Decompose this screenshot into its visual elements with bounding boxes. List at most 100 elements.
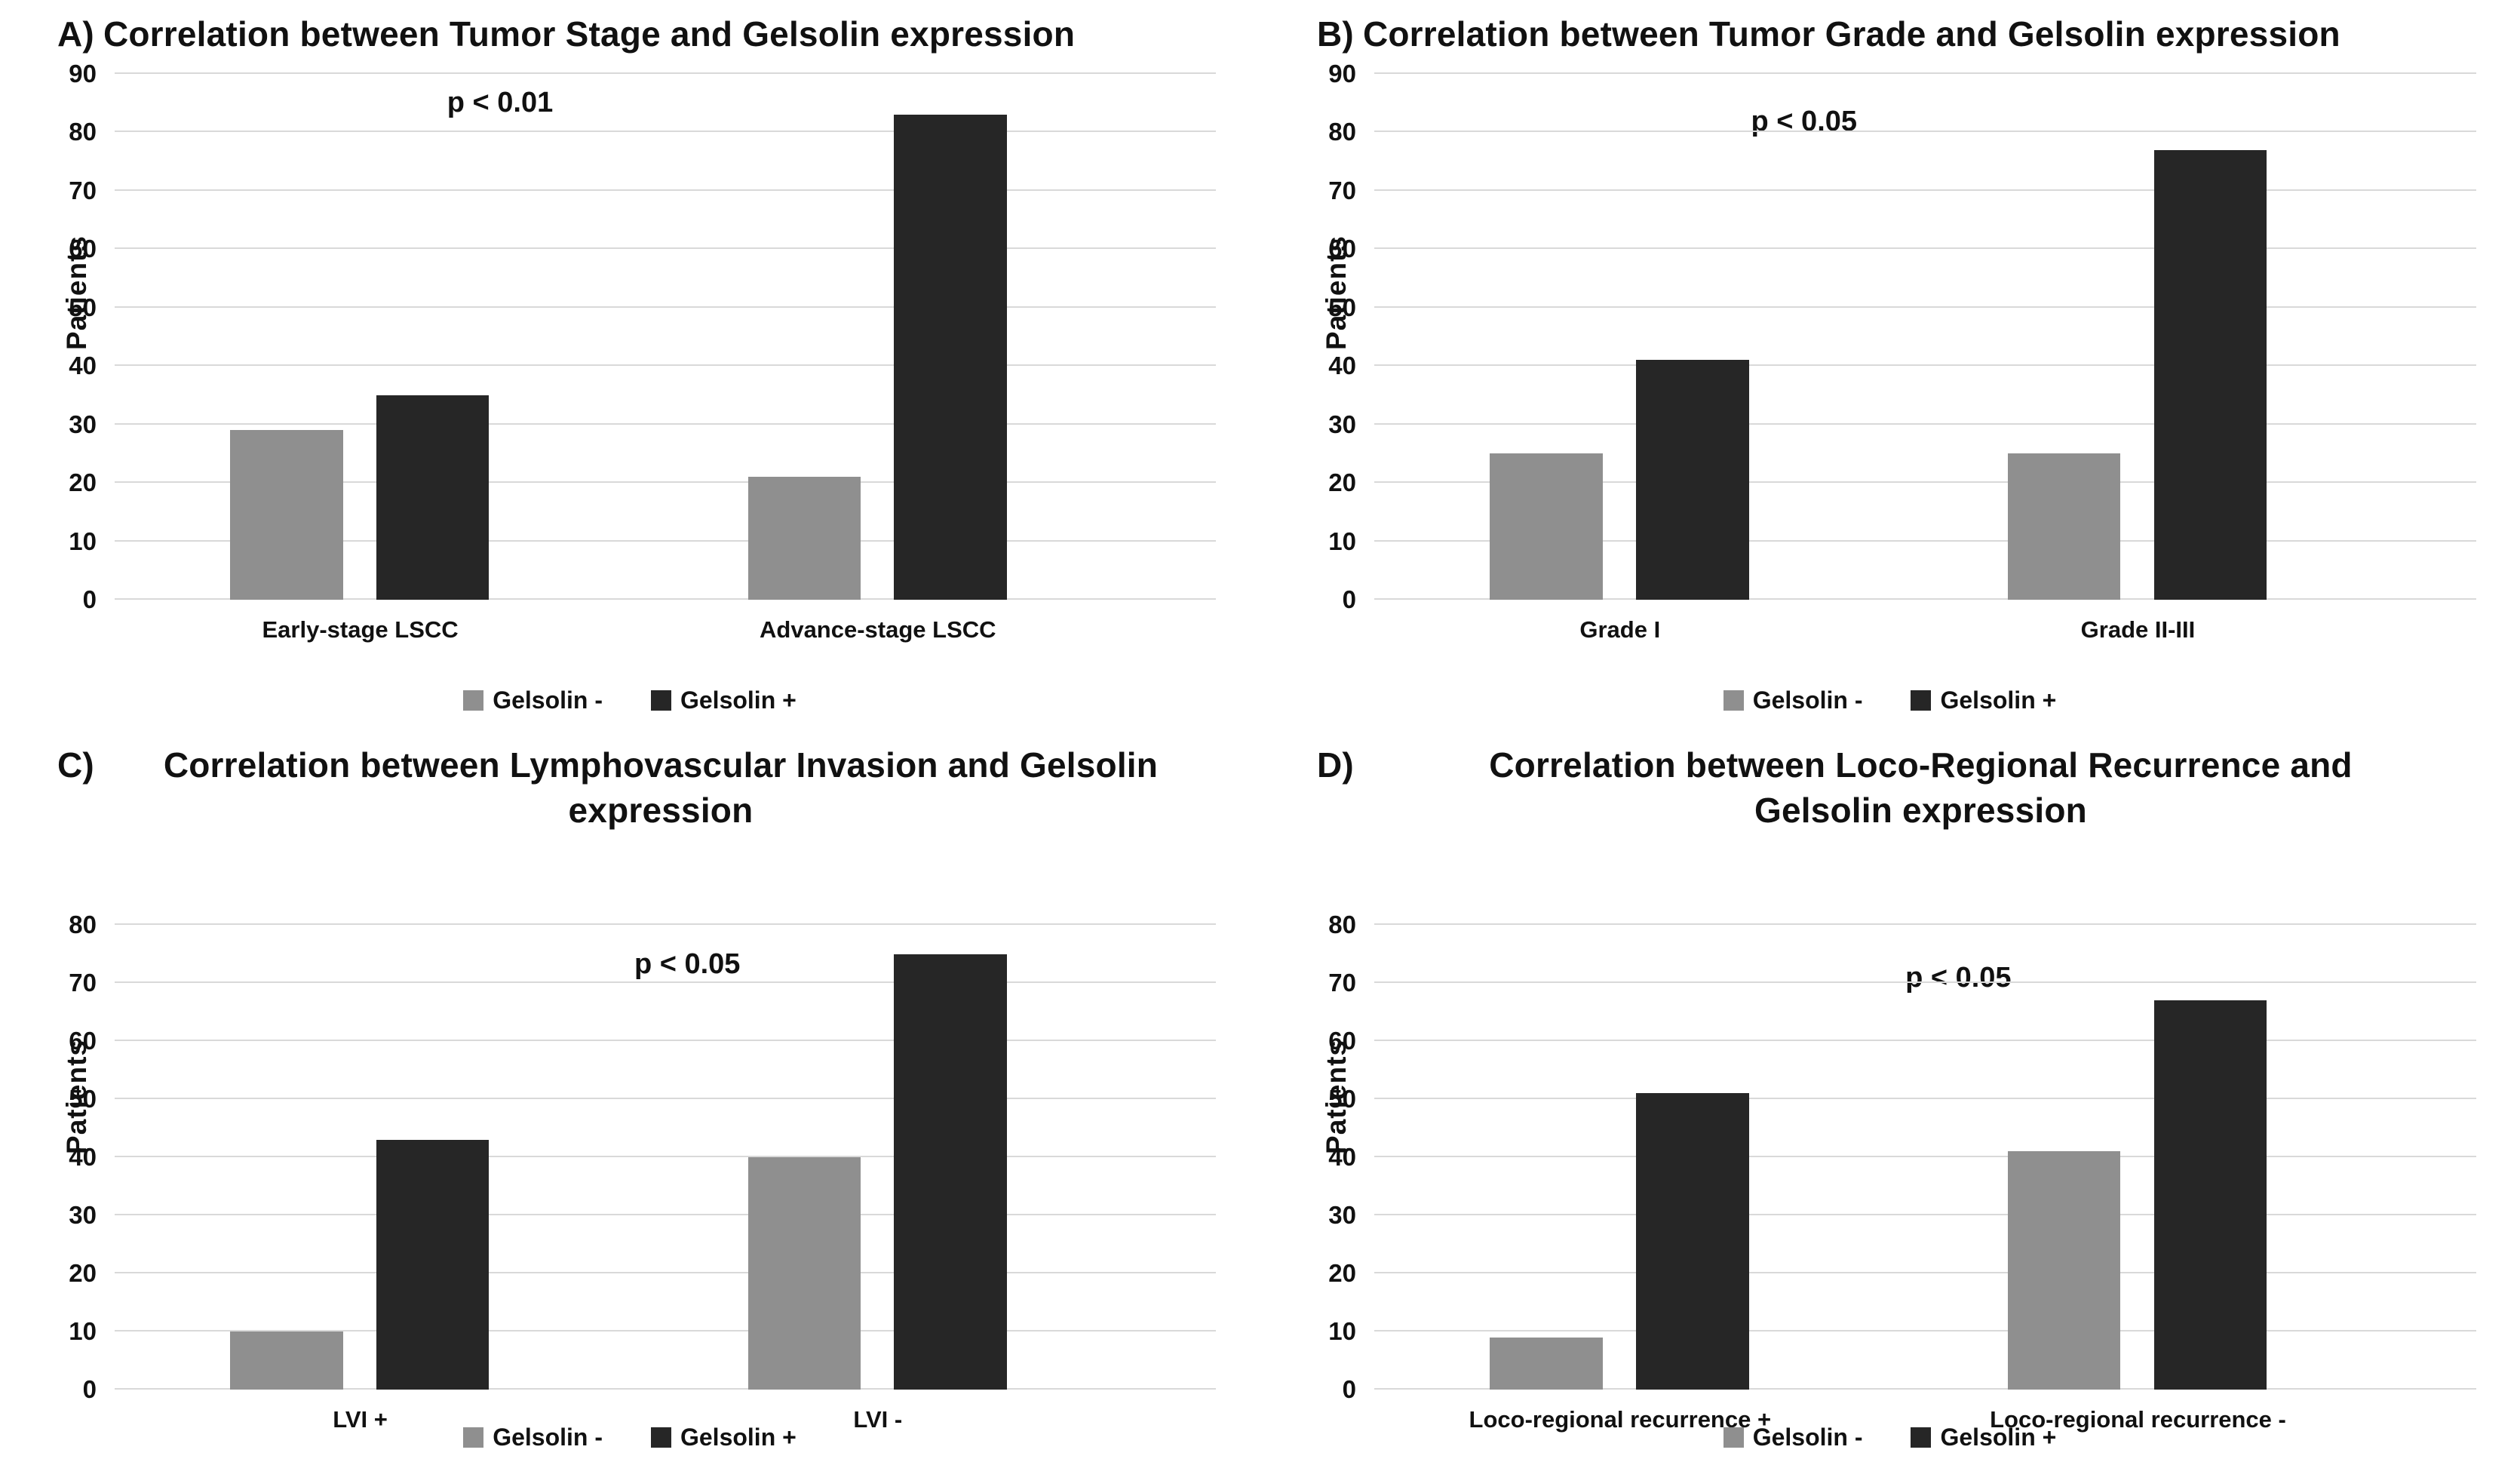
gridline-y60 <box>1374 1040 2476 1041</box>
gridline-y50 <box>1374 1098 2476 1099</box>
panel-d-legend: Gelsolin - Gelsolin + <box>1260 1424 2520 1451</box>
gridline-y70 <box>115 981 1216 983</box>
y-tick-label-20: 20 <box>69 468 97 497</box>
legend-label: Gelsolin - <box>1752 686 1863 714</box>
gridline-y40 <box>1374 1156 2476 1157</box>
bar-gelsolin+-1 <box>1636 1093 1749 1390</box>
gridline-y30 <box>1374 422 2476 425</box>
legend-item-gelsolin-negative: Gelsolin - <box>463 686 603 714</box>
legend-item-gelsolin-negative: Gelsolin - <box>1723 686 1863 714</box>
gridline-y80 <box>115 923 1216 925</box>
y-tick-label-0: 0 <box>82 1375 97 1403</box>
gridline-y20 <box>1374 1272 2476 1273</box>
gridline-y30 <box>1374 1214 2476 1215</box>
y-tick-label-50: 50 <box>69 1085 97 1113</box>
bar-group-1 <box>230 925 490 1390</box>
y-tick-label-80: 80 <box>69 118 97 146</box>
y-tick-label-0: 0 <box>82 585 97 613</box>
panel-d-chart: Patients p < 0.05 Loco-regional recurren… <box>1260 863 2520 1433</box>
gridline-y10 <box>115 539 1216 542</box>
y-tick-label-70: 70 <box>1328 969 1356 997</box>
gridline-y0 <box>115 1388 1216 1390</box>
panel-d-title: D) Correlation between Loco-Regional Rec… <box>1260 731 2520 834</box>
legend-label: Gelsolin + <box>1940 686 2057 714</box>
panel-c-category-2: LVI - <box>853 1406 903 1433</box>
bar-group-2 <box>2008 74 2267 600</box>
panel-b-category-2: Grade II-III <box>2080 616 2196 643</box>
gelsolin-positive-swatch-icon <box>1911 690 1932 711</box>
y-tick-label-40: 40 <box>1328 352 1356 380</box>
y-tick-label-90: 90 <box>1328 60 1356 88</box>
gridline-y90 <box>115 72 1216 74</box>
gridline-y40 <box>1374 364 2476 367</box>
gridline-y0 <box>1374 1388 2476 1390</box>
panel-b-title: B) Correlation between Tumor Grade and G… <box>1260 0 2520 57</box>
bar-gelsolin--2 <box>747 477 861 600</box>
gridline-y60 <box>115 1040 1216 1041</box>
gridline-y20 <box>1374 481 2476 484</box>
gridline-y0 <box>1374 598 2476 600</box>
bar-group-1 <box>1490 74 1749 600</box>
panel-c-letter: C) <box>57 745 94 785</box>
y-tick-label-70: 70 <box>69 969 97 997</box>
gridline-y70 <box>1374 981 2476 983</box>
y-tick-label-60: 60 <box>69 235 97 263</box>
y-tick-label-80: 80 <box>1328 911 1356 938</box>
panel-d-letter: D) <box>1317 745 1354 785</box>
panel-a-title-text: Correlation between Tumor Stage and Gels… <box>103 14 1076 54</box>
bar-gelsolin--1 <box>230 1331 343 1390</box>
panel-d-plot-area: p < 0.05 Loco-regional recurrence + Loco… <box>1328 911 2476 1433</box>
gridline-y10 <box>1374 539 2476 542</box>
bar-gelsolin--2 <box>2008 453 2121 600</box>
gridline-y10 <box>1374 1330 2476 1331</box>
y-tick-label-30: 30 <box>1328 1201 1356 1229</box>
panel-b-chart: Patients p < 0.05 Grade I Grade II-III 0… <box>1260 47 2520 643</box>
panel-c-p-value: p < 0.05 <box>634 948 741 980</box>
gridline-y10 <box>115 1330 1216 1331</box>
gridline-y80 <box>1374 923 2476 925</box>
panel-c-category-1: LVI + <box>333 1406 388 1433</box>
y-tick-label-30: 30 <box>1328 410 1356 438</box>
y-tick-label-70: 70 <box>69 176 97 204</box>
panel-c-title: C) Correlation between Lymphovascular In… <box>0 731 1260 834</box>
gridline-y70 <box>1374 189 2476 191</box>
gridline-y0 <box>115 598 1216 600</box>
panel-c-plot-area: p < 0.05 LVI + LVI - 0 10 20 30 40 50 60 70 80 <box>69 911 1216 1433</box>
y-tick-label-20: 20 <box>1328 468 1356 497</box>
panel-a-category-1: Early-stage LSCC <box>262 616 459 643</box>
panel-a-legend: Gelsolin - Gelsolin + <box>0 686 1260 714</box>
gridline-y80 <box>1374 131 2476 133</box>
legend-item-gelsolin-positive: Gelsolin + <box>650 1424 797 1451</box>
bar-gelsolin--2 <box>747 1157 861 1390</box>
panel-b-legend: Gelsolin - Gelsolin + <box>1260 686 2520 714</box>
gridline-y50 <box>115 1098 1216 1099</box>
gridline-y60 <box>115 247 1216 250</box>
bar-gelsolin--1 <box>1490 1337 1603 1390</box>
bar-group-2 <box>747 74 1007 600</box>
bar-group-2 <box>2008 925 2267 1390</box>
bar-gelsolin+-2 <box>2154 1000 2267 1390</box>
panel-a-p-value: p < 0.01 <box>447 87 554 119</box>
bar-gelsolin+-2 <box>2154 149 2267 600</box>
panel-b-letter: B) <box>1317 14 1354 54</box>
panel-d-p-value: p < 0.05 <box>1905 962 2012 994</box>
y-tick-label-40: 40 <box>1328 1143 1356 1171</box>
y-tick-label-70: 70 <box>1328 176 1356 204</box>
bar-group-1 <box>1490 925 1749 1390</box>
gelsolin-positive-swatch-icon <box>650 690 671 711</box>
panel-a: A) Correlation between Tumor Stage and G… <box>0 0 1260 731</box>
gridline-y20 <box>115 481 1216 484</box>
gridline-y30 <box>115 422 1216 425</box>
bar-gelsolin+-2 <box>894 115 1007 600</box>
y-tick-label-50: 50 <box>69 293 97 321</box>
panel-b-title-text: Correlation between Tumor Grade and Gels… <box>1362 14 2340 54</box>
bar-gelsolin+-1 <box>376 395 490 600</box>
panel-d-title-text: Correlation between Loco-Regional Recurr… <box>1489 745 2353 830</box>
gridline-y50 <box>1374 306 2476 308</box>
panel-a-title: A) Correlation between Tumor Stage and G… <box>0 0 1260 57</box>
y-tick-label-40: 40 <box>69 352 97 380</box>
y-tick-label-0: 0 <box>1342 1375 1356 1403</box>
y-tick-label-50: 50 <box>1328 293 1356 321</box>
bar-gelsolin--1 <box>230 430 343 600</box>
